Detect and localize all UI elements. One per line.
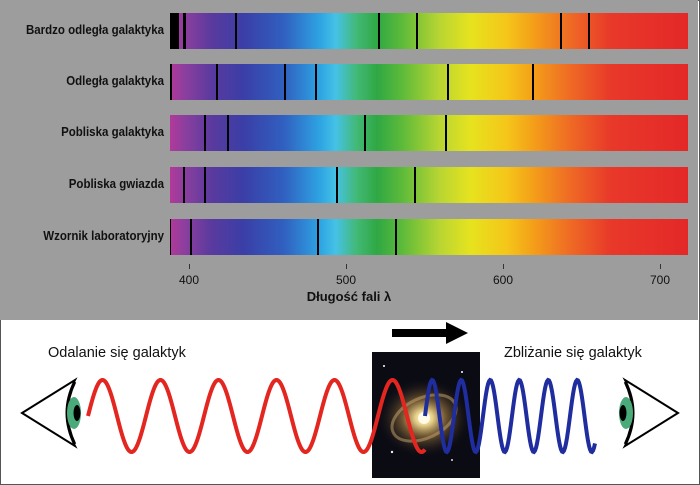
absorption-line <box>335 167 338 203</box>
absorption-line <box>170 13 179 49</box>
wave-illustration <box>20 377 680 455</box>
eye-icon <box>619 377 680 449</box>
spectrum-band <box>170 167 688 203</box>
spectrum-label: Bardzo odległa galaktyka <box>25 23 164 37</box>
absorption-line <box>445 115 448 151</box>
galaxy-image <box>372 352 480 478</box>
redshifted-wave <box>86 378 427 454</box>
spectrum-panel <box>0 0 698 320</box>
absorption-line <box>235 13 238 49</box>
tick-label: 400 <box>178 273 200 287</box>
spectrum-label: Odległa galaktyka <box>66 74 164 88</box>
absorption-line <box>170 219 172 255</box>
absorption-line <box>183 167 186 203</box>
spectrum-label: Pobliska gwiazda <box>68 177 164 191</box>
spectrum-band <box>170 64 688 100</box>
tick-mark <box>189 264 190 269</box>
absorption-line <box>560 13 563 49</box>
eye-icon <box>20 377 81 449</box>
absorption-line <box>170 64 172 100</box>
receding-label: Odalanie się galaktyk <box>48 345 186 361</box>
spectrum-band <box>170 13 688 49</box>
absorption-line <box>283 64 286 100</box>
absorption-line <box>531 64 534 100</box>
blueshifted-wave <box>423 377 597 455</box>
tick-label: 700 <box>649 273 671 287</box>
spectrum-band <box>170 115 688 151</box>
absorption-line <box>189 219 192 255</box>
absorption-line <box>395 219 398 255</box>
spectrum-label: Pobliska galaktyka <box>61 125 164 139</box>
tick-label: 600 <box>492 273 514 287</box>
spectrum-label: Wzornik laboratoryjny <box>43 229 164 243</box>
absorption-line <box>203 115 206 151</box>
absorption-line <box>588 13 591 49</box>
tick-mark <box>660 264 661 269</box>
absorption-line <box>216 64 219 100</box>
approaching-label: Zbliżanie się galaktyk <box>504 345 642 361</box>
absorption-line <box>227 115 230 151</box>
absorption-line <box>377 13 380 49</box>
absorption-line <box>414 167 417 203</box>
absorption-line <box>182 13 186 49</box>
arrow-right-icon <box>392 322 468 344</box>
tick-label: 500 <box>335 273 357 287</box>
absorption-line <box>415 13 418 49</box>
absorption-line <box>203 167 206 203</box>
absorption-line <box>315 64 318 100</box>
tick-mark <box>346 264 347 269</box>
spectrum-band <box>170 219 688 255</box>
absorption-line <box>363 115 366 151</box>
tick-mark <box>503 264 504 269</box>
axis-title: Długość fali λ <box>306 289 392 304</box>
absorption-line <box>316 219 319 255</box>
absorption-line <box>447 64 450 100</box>
